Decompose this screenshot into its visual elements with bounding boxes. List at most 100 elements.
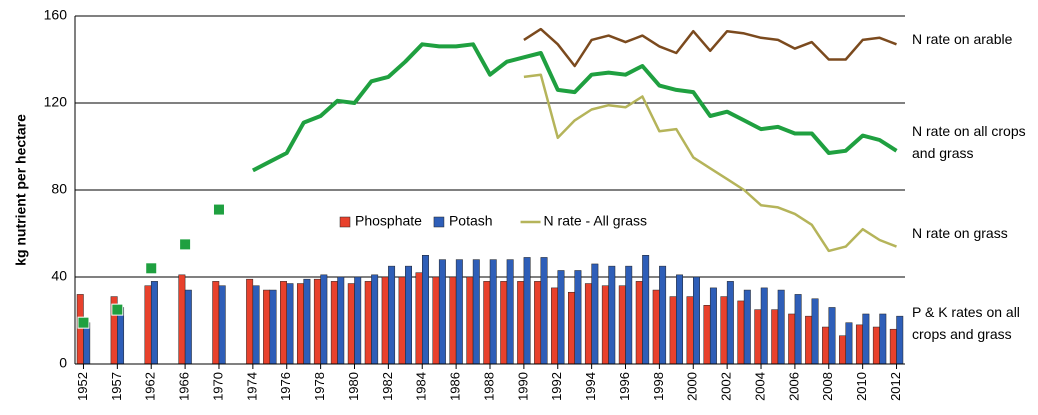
bar bbox=[178, 274, 186, 365]
bar bbox=[455, 259, 463, 365]
x-tick-label: 1976 bbox=[278, 372, 293, 401]
bar bbox=[703, 305, 711, 365]
bar bbox=[551, 287, 559, 365]
bar bbox=[845, 322, 853, 365]
bar bbox=[212, 281, 220, 365]
bar bbox=[625, 265, 633, 365]
bar bbox=[500, 281, 508, 365]
bar bbox=[449, 276, 457, 365]
marker bbox=[111, 303, 124, 316]
bar bbox=[879, 313, 887, 365]
y-tick-label: 120 bbox=[44, 94, 68, 110]
bar bbox=[811, 298, 819, 365]
bar bbox=[720, 296, 728, 365]
bar bbox=[252, 285, 260, 365]
x-tick-label: 1980 bbox=[346, 372, 361, 401]
x-tick-label: 2000 bbox=[685, 372, 700, 401]
bar bbox=[862, 313, 870, 365]
line bbox=[251, 42, 898, 173]
bar bbox=[83, 322, 91, 365]
bar bbox=[693, 276, 700, 365]
annotation: P & K rates on all crops and grass bbox=[912, 304, 1020, 342]
bar bbox=[676, 274, 684, 365]
x-tick-label: 1996 bbox=[617, 372, 632, 401]
series-label: N rate on all crops and grass bbox=[912, 123, 1026, 161]
x-tick-label: 2006 bbox=[786, 372, 801, 401]
y-tick-label: 0 bbox=[59, 355, 67, 371]
legend-swatch bbox=[433, 216, 445, 228]
marker bbox=[179, 238, 192, 251]
bar bbox=[635, 281, 643, 365]
bar bbox=[822, 326, 830, 365]
bar bbox=[618, 285, 626, 365]
bar bbox=[415, 272, 423, 365]
bar bbox=[896, 315, 904, 365]
legend-label: Potash bbox=[449, 213, 493, 229]
bar bbox=[303, 278, 311, 365]
bar bbox=[889, 328, 897, 365]
bar bbox=[568, 291, 575, 365]
bar bbox=[398, 276, 406, 365]
bar bbox=[540, 257, 548, 365]
bar bbox=[483, 281, 491, 365]
y-axis-label: kg nutrient per hectare bbox=[13, 114, 29, 266]
line bbox=[523, 27, 897, 68]
series-label: N rate on arable bbox=[912, 31, 1013, 47]
bar bbox=[743, 289, 751, 365]
bar bbox=[534, 281, 542, 365]
bar bbox=[184, 289, 192, 365]
bar bbox=[354, 276, 362, 365]
bar bbox=[523, 257, 531, 365]
bar bbox=[608, 265, 616, 365]
bar bbox=[150, 281, 158, 365]
bar bbox=[828, 307, 836, 365]
bar bbox=[432, 276, 440, 365]
x-tick-label: 1982 bbox=[380, 372, 395, 401]
bar bbox=[591, 263, 599, 365]
bar bbox=[269, 289, 277, 365]
bar bbox=[794, 294, 802, 365]
bar bbox=[76, 294, 84, 365]
bar bbox=[466, 276, 474, 365]
bar bbox=[489, 259, 497, 365]
bar bbox=[726, 281, 734, 365]
bar bbox=[506, 259, 514, 365]
bar bbox=[754, 309, 762, 365]
bar bbox=[330, 281, 338, 365]
bar bbox=[771, 309, 779, 365]
x-tick-label: 1992 bbox=[549, 372, 564, 401]
x-tick-label: 2004 bbox=[752, 372, 767, 401]
x-tick-label: 1986 bbox=[448, 372, 463, 401]
x-tick-label: 1966 bbox=[177, 372, 192, 401]
marker bbox=[212, 203, 225, 216]
y-tick-label: 40 bbox=[51, 268, 67, 284]
bar bbox=[805, 315, 813, 365]
x-tick-label: 2002 bbox=[719, 372, 734, 401]
bar bbox=[472, 259, 480, 365]
bar bbox=[296, 283, 304, 365]
legend-swatch bbox=[339, 216, 351, 228]
marker bbox=[145, 262, 158, 275]
bar bbox=[788, 313, 796, 365]
x-tick-label: 1957 bbox=[109, 372, 124, 401]
bar bbox=[218, 285, 226, 365]
bar bbox=[601, 285, 609, 365]
bar bbox=[438, 259, 446, 365]
annotation: N rate on grass bbox=[912, 225, 1008, 241]
x-tick-label: 1970 bbox=[210, 372, 225, 401]
bar bbox=[584, 283, 592, 365]
bar bbox=[574, 270, 582, 365]
bar bbox=[855, 324, 863, 365]
bar bbox=[286, 283, 294, 365]
bar bbox=[709, 287, 717, 365]
bar bbox=[371, 274, 379, 365]
bar bbox=[872, 326, 880, 365]
line bbox=[523, 73, 897, 253]
x-tick-label: 1962 bbox=[143, 372, 158, 401]
bar bbox=[839, 335, 846, 365]
bar bbox=[320, 274, 328, 365]
x-tick-label: 1998 bbox=[651, 372, 666, 401]
bar bbox=[659, 265, 667, 365]
